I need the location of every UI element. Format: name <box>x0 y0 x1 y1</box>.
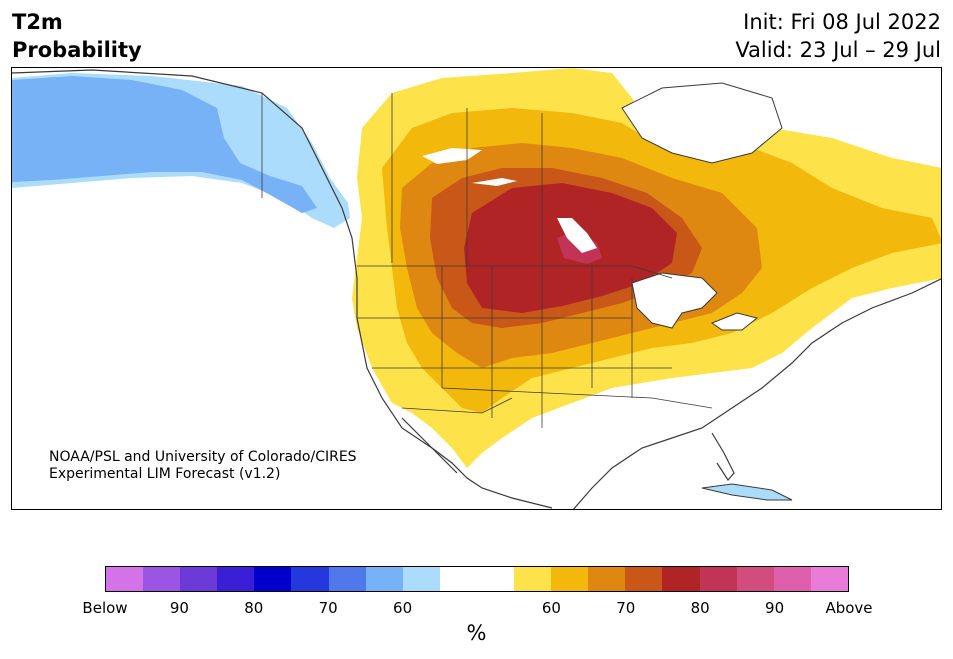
colorbar-swatch <box>810 567 848 591</box>
colorbar-swatch <box>625 567 663 591</box>
colorbar-swatch <box>143 567 181 591</box>
colorbar-swatch <box>180 567 218 591</box>
baja-california <box>401 417 458 474</box>
colorbar-swatch <box>439 567 477 591</box>
lake-athabasca <box>472 178 517 186</box>
init-date: Init: Fri 08 Jul 2022 <box>743 10 941 34</box>
lake-erie <box>710 312 759 331</box>
lake-winnipeg <box>557 218 597 253</box>
colorbar-swatch <box>328 567 366 591</box>
colorbar-swatch <box>217 567 255 591</box>
florida <box>711 432 735 482</box>
quantity-name: Probability <box>12 38 142 62</box>
colorbar-unit: % <box>466 621 487 645</box>
borders <box>261 93 713 428</box>
colorbar-tick-label: Below <box>82 599 128 617</box>
credit-line-2: Experimental LIM Forecast (v1.2) <box>49 466 281 482</box>
valid-range: Valid: 23 Jul – 29 Jul <box>735 38 941 62</box>
map-svg <box>12 68 941 509</box>
colorbar-tick-label: 90 <box>169 599 189 617</box>
colorbar-swatch <box>736 567 774 591</box>
colorbar-tick-label: Above <box>825 599 873 617</box>
cold-70-region <box>12 76 317 213</box>
forecast-map <box>11 67 942 510</box>
colorbar-swatch <box>662 567 700 591</box>
colorbar-swatch <box>106 567 144 591</box>
colorbar-tick-label: 60 <box>541 599 561 617</box>
colorbar-ticks: Below 90 80 70 60 60 70 80 90 Above <box>0 599 953 619</box>
credit-text: NOAA/PSL and University of Colorado/CIRE… <box>49 449 357 483</box>
colorbar-swatch <box>551 567 589 591</box>
chart-title: T2m Probability <box>12 8 142 64</box>
great-lakes <box>631 272 718 329</box>
probability-colorbar <box>105 566 849 592</box>
colorbar-tick-label: 70 <box>318 599 338 617</box>
colorbar-tick-label: 60 <box>393 599 413 617</box>
colorbar-swatch <box>476 567 515 591</box>
hudson-bay <box>621 82 783 164</box>
colorbar-tick-label: 80 <box>244 599 264 617</box>
colorbar-tick-label: 90 <box>765 599 785 617</box>
colorbar-swatch <box>773 567 811 591</box>
colorbar-swatch <box>291 567 329 591</box>
colorbar-swatch <box>588 567 626 591</box>
variable-name: T2m <box>12 10 63 34</box>
colorbar-tick-label: 80 <box>690 599 710 617</box>
forecast-dates: Init: Fri 08 Jul 2022 Valid: 23 Jul – 29… <box>735 8 941 64</box>
colorbar-swatch <box>402 567 440 591</box>
colorbar-tick-label: 70 <box>616 599 636 617</box>
cuba <box>701 483 793 501</box>
colorbar-swatch <box>254 567 292 591</box>
colorbar-swatch <box>514 567 552 591</box>
credit-line-1: NOAA/PSL and University of Colorado/CIRE… <box>49 449 357 465</box>
colorbar-swatch <box>699 567 737 591</box>
colorbar-swatch <box>365 567 403 591</box>
